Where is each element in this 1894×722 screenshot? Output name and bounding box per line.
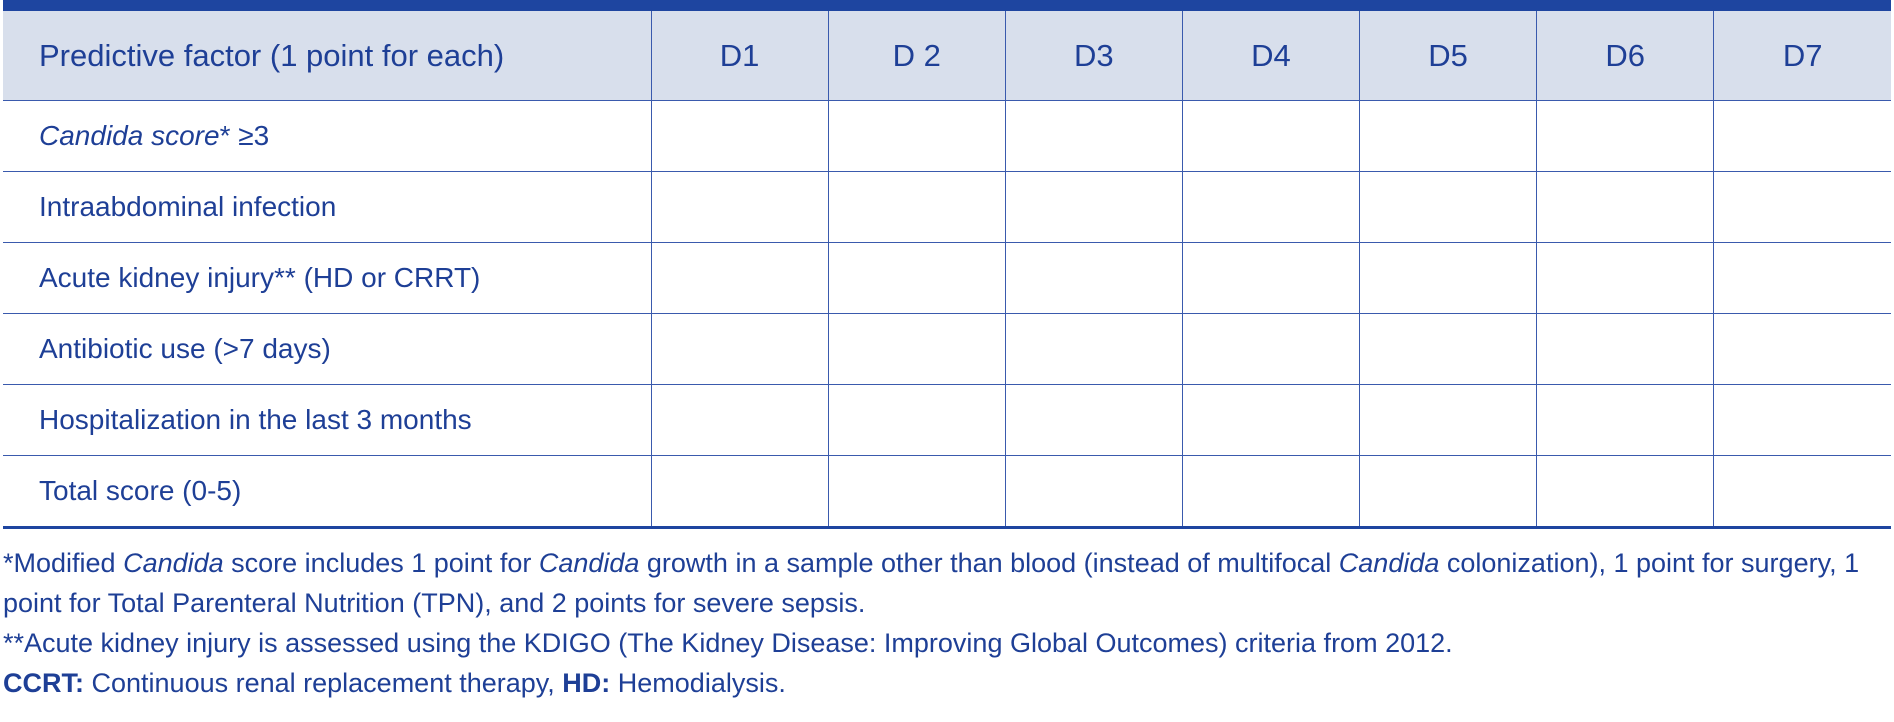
score-cell-day-4[interactable] [1181, 313, 1361, 385]
score-cell-day-3[interactable] [1004, 242, 1183, 314]
header-day-7: D7 [1713, 11, 1891, 101]
score-cell-day-7[interactable] [1713, 100, 1891, 172]
score-cell-day-3[interactable] [1004, 171, 1183, 243]
score-cell-day-6[interactable] [1536, 242, 1715, 314]
score-cell-day-4[interactable] [1181, 384, 1361, 456]
score-cell-day-2[interactable] [827, 455, 1006, 529]
score-cell-day-1[interactable] [650, 384, 829, 456]
score-cell-day-1[interactable] [650, 455, 829, 529]
score-cell-day-6[interactable] [1536, 313, 1715, 385]
header-day-5: D5 [1359, 11, 1538, 101]
footnote-candida-score: *Modified Candida score includes 1 point… [3, 548, 1860, 618]
score-cell-day-1[interactable] [650, 100, 829, 172]
score-cell-day-5[interactable] [1359, 313, 1538, 385]
table-row: Antibiotic use (>7 days) [3, 313, 1891, 385]
header-day-3: D3 [1004, 11, 1183, 101]
score-cell-day-4[interactable] [1181, 242, 1361, 314]
score-cell-day-5[interactable] [1359, 384, 1538, 456]
score-cell-day-2[interactable] [827, 384, 1006, 456]
score-cell-day-5[interactable] [1359, 242, 1538, 314]
score-cell-day-5[interactable] [1359, 171, 1538, 243]
factor-label-cell: Antibiotic use (>7 days) [3, 313, 652, 385]
scoring-table-container: Predictive factor (1 point for each) D1 … [3, 0, 1891, 529]
table-top-bar [3, 0, 1891, 11]
score-cell-day-7[interactable] [1713, 313, 1891, 385]
score-cell-day-7[interactable] [1713, 455, 1891, 529]
table-row: Intraabdominal infection [3, 171, 1891, 243]
score-cell-day-3[interactable] [1004, 313, 1183, 385]
score-cell-day-7[interactable] [1713, 384, 1891, 456]
score-cell-day-6[interactable] [1536, 455, 1715, 529]
factor-label-cell: Intraabdominal infection [3, 171, 652, 243]
factor-label-cell: Hospitalization in the last 3 months [3, 384, 652, 456]
score-cell-day-3[interactable] [1004, 100, 1183, 172]
header-day-6: D6 [1536, 11, 1715, 101]
score-cell-day-5[interactable] [1359, 455, 1538, 529]
score-cell-day-2[interactable] [827, 313, 1006, 385]
header-day-1: D1 [650, 11, 829, 101]
score-cell-day-2[interactable] [827, 242, 1006, 314]
table-row: Acute kidney injury** (HD or CRRT) [3, 242, 1891, 314]
table-row: Hospitalization in the last 3 months [3, 384, 1891, 456]
score-cell-day-1[interactable] [650, 242, 829, 314]
factor-label-cell: Total score (0-5) [3, 455, 652, 529]
score-cell-day-1[interactable] [650, 171, 829, 243]
score-cell-day-3[interactable] [1004, 455, 1183, 529]
footnote-abbreviations: CCRT: Continuous renal replacement thera… [3, 668, 786, 698]
header-day-4: D4 [1181, 11, 1361, 101]
table-header-row: Predictive factor (1 point for each) D1 … [3, 11, 1891, 101]
footnote-acute-kidney-injury: **Acute kidney injury is assessed using … [3, 628, 1453, 658]
score-cell-day-6[interactable] [1536, 171, 1715, 243]
factor-label-cell: Candida score* ≥3 [3, 100, 652, 172]
table-body: Candida score* ≥3 Intraabdominal infectio… [3, 100, 1891, 529]
table-row: Total score (0-5) [3, 455, 1891, 529]
header-day-2: D 2 [827, 11, 1006, 101]
predictive-factor-table: Predictive factor (1 point for each) D1 … [3, 11, 1891, 529]
score-cell-day-3[interactable] [1004, 384, 1183, 456]
score-cell-day-4[interactable] [1181, 100, 1361, 172]
score-cell-day-2[interactable] [827, 100, 1006, 172]
score-cell-day-7[interactable] [1713, 171, 1891, 243]
score-cell-day-2[interactable] [827, 171, 1006, 243]
header-predictive-factor: Predictive factor (1 point for each) [3, 11, 652, 101]
factor-label-cell: Acute kidney injury** (HD or CRRT) [3, 242, 652, 314]
score-cell-day-4[interactable] [1181, 455, 1361, 529]
score-cell-day-7[interactable] [1713, 242, 1891, 314]
score-cell-day-1[interactable] [650, 313, 829, 385]
score-cell-day-4[interactable] [1181, 171, 1361, 243]
table-row: Candida score* ≥3 [3, 100, 1891, 172]
table-footnotes: *Modified Candida score includes 1 point… [3, 543, 1883, 703]
score-cell-day-6[interactable] [1536, 100, 1715, 172]
score-cell-day-5[interactable] [1359, 100, 1538, 172]
score-cell-day-6[interactable] [1536, 384, 1715, 456]
